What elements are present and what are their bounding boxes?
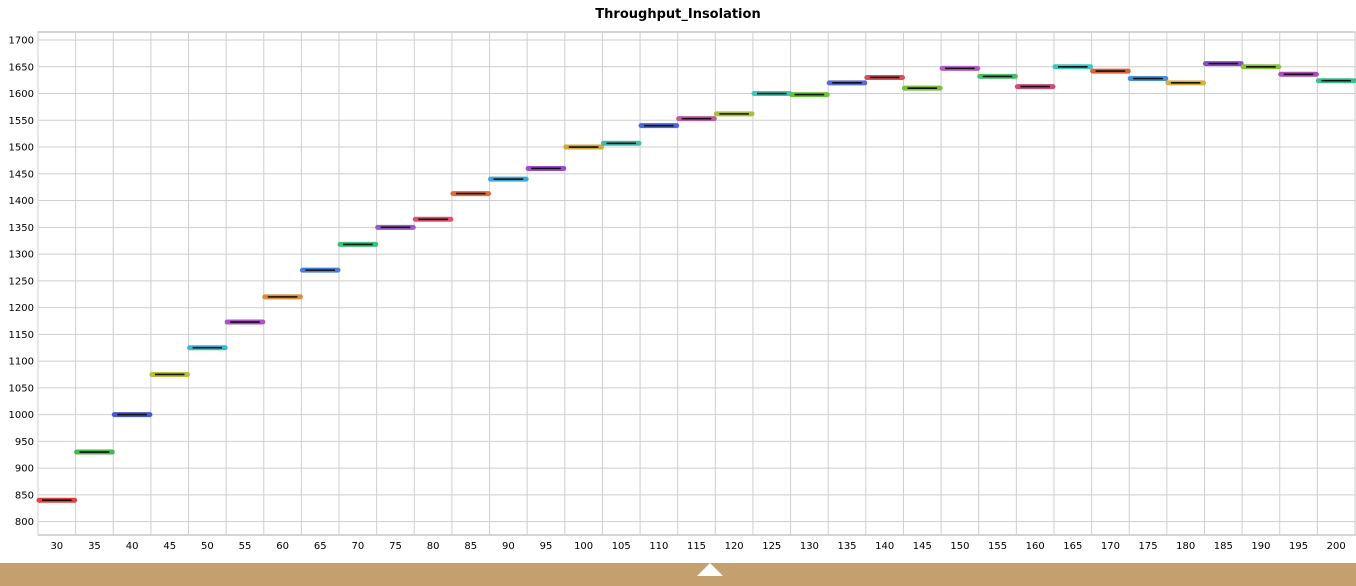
y-tick-label: 1300 bbox=[9, 250, 34, 261]
y-tick-label: 1500 bbox=[9, 143, 34, 154]
x-tick-label: 125 bbox=[762, 541, 781, 552]
x-tick-label: 55 bbox=[239, 541, 252, 552]
data-segments bbox=[36, 61, 1356, 503]
x-tick-label: 45 bbox=[163, 541, 176, 552]
x-tick-label: 60 bbox=[276, 541, 289, 552]
y-tick-label: 1650 bbox=[9, 62, 34, 73]
x-tick-label: 105 bbox=[612, 541, 631, 552]
y-tick-label: 1600 bbox=[9, 89, 34, 100]
x-tick-label: 115 bbox=[687, 541, 706, 552]
x-axis: 30 35 40 45 50 55 60 65 70 75 80 85 90 95 100 105 110 115… bbox=[50, 541, 1345, 552]
y-tick-label: 1250 bbox=[9, 276, 34, 287]
y-tick-label: 900 bbox=[15, 464, 34, 475]
x-tick-label: 140 bbox=[875, 541, 894, 552]
x-tick-label: 80 bbox=[427, 541, 440, 552]
y-tick-label: 850 bbox=[15, 490, 34, 501]
y-tick-label: 1400 bbox=[9, 196, 34, 207]
x-tick-label: 195 bbox=[1289, 541, 1308, 552]
y-tick-label: 1550 bbox=[9, 116, 34, 127]
y-tick-label: 950 bbox=[15, 437, 34, 448]
x-tick-label: 75 bbox=[389, 541, 402, 552]
y-tick-label: 1700 bbox=[9, 36, 34, 47]
x-tick-label: 35 bbox=[88, 541, 101, 552]
x-tick-label: 85 bbox=[464, 541, 477, 552]
x-tick-label: 70 bbox=[351, 541, 364, 552]
x-tick-label: 200 bbox=[1327, 541, 1346, 552]
y-tick-label: 1350 bbox=[9, 223, 34, 234]
y-tick-label: 1450 bbox=[9, 169, 34, 180]
grid-lines bbox=[37, 31, 1356, 536]
banner-notch bbox=[697, 563, 723, 576]
x-tick-label: 170 bbox=[1101, 541, 1120, 552]
y-tick-label: 1200 bbox=[9, 303, 34, 314]
x-tick-label: 145 bbox=[913, 541, 932, 552]
x-tick-label: 130 bbox=[800, 541, 819, 552]
x-tick-label: 30 bbox=[50, 541, 63, 552]
y-tick-label: 1100 bbox=[9, 357, 34, 368]
y-tick-label: 1050 bbox=[9, 383, 34, 394]
x-tick-label: 95 bbox=[540, 541, 553, 552]
x-tick-label: 135 bbox=[837, 541, 856, 552]
y-tick-label: 800 bbox=[15, 517, 34, 528]
x-tick-label: 65 bbox=[314, 541, 327, 552]
x-tick-label: 190 bbox=[1251, 541, 1270, 552]
y-axis: 800 850 900 950 1000 1050 1100 1150 1200 1250 1300… bbox=[9, 36, 34, 529]
y-tick-label: 1000 bbox=[9, 410, 34, 421]
x-tick-label: 40 bbox=[126, 541, 139, 552]
x-tick-label: 180 bbox=[1176, 541, 1195, 552]
x-tick-label: 160 bbox=[1026, 541, 1045, 552]
x-tick-label: 165 bbox=[1063, 541, 1082, 552]
x-tick-label: 120 bbox=[725, 541, 744, 552]
x-tick-label: 100 bbox=[574, 541, 593, 552]
x-tick-label: 155 bbox=[988, 541, 1007, 552]
x-tick-label: 150 bbox=[950, 541, 969, 552]
x-tick-label: 110 bbox=[649, 541, 668, 552]
chart-title: Throughput_Insolation bbox=[595, 7, 761, 22]
y-tick-label: 1150 bbox=[9, 330, 34, 341]
chart-area: Throughput_Insolation 800 850 900 950 1000 10… bbox=[8, 7, 1356, 552]
chart-svg: 800 850 900 950 1000 1050 1100 1150 1200 1250 1300… bbox=[8, 31, 1356, 552]
x-tick-label: 185 bbox=[1214, 541, 1233, 552]
x-tick-label: 50 bbox=[201, 541, 214, 552]
x-tick-label: 90 bbox=[502, 541, 515, 552]
bottom-banner bbox=[0, 563, 1356, 586]
x-tick-label: 175 bbox=[1138, 541, 1157, 552]
